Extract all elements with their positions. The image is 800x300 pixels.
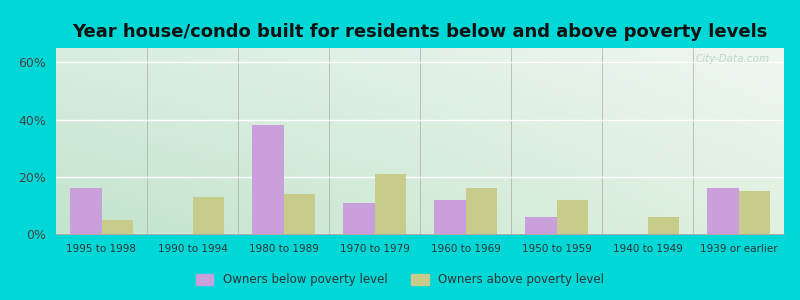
Bar [70, 188, 102, 234]
Bar [252, 125, 283, 234]
Bar [342, 202, 374, 234]
Title: Year house/condo built for residents below and above poverty levels: Year house/condo built for residents bel… [72, 23, 768, 41]
Bar [193, 197, 224, 234]
Bar [434, 200, 466, 234]
Bar [102, 220, 134, 234]
Bar [525, 217, 557, 234]
Bar [738, 191, 770, 234]
Bar [283, 194, 315, 234]
Bar [466, 188, 498, 234]
Text: City-Data.com: City-Data.com [695, 54, 770, 64]
Bar [647, 217, 679, 234]
Legend: Owners below poverty level, Owners above poverty level: Owners below poverty level, Owners above… [191, 269, 609, 291]
Bar [706, 188, 738, 234]
Bar [374, 174, 406, 234]
Bar [557, 200, 588, 234]
